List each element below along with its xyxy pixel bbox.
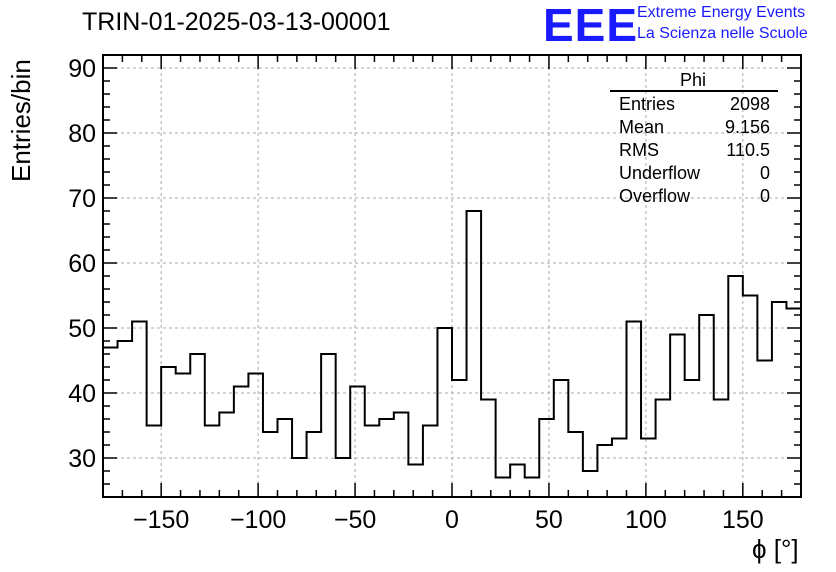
y-tick-label: 80 xyxy=(68,120,96,148)
x-tick-label: 50 xyxy=(535,506,563,534)
stat-label-mean: Mean xyxy=(619,117,665,137)
stat-value-underflow: 0 xyxy=(759,163,770,183)
y-tick-label: 40 xyxy=(68,380,96,408)
y-axis-label: Entries/bin xyxy=(6,59,36,182)
y-tick-label: 60 xyxy=(68,250,96,278)
stat-label-entries: Entries xyxy=(619,94,676,114)
chart-title: TRIN-01-2025-03-13-00001 xyxy=(82,8,391,36)
stat-label-rms: RMS xyxy=(619,140,659,160)
x-tick-label: 150 xyxy=(722,506,764,534)
logo-text-line-1: Extreme Energy Events xyxy=(637,4,806,21)
stats-title: Phi xyxy=(680,70,707,90)
stat-label-underflow: Underflow xyxy=(619,163,701,183)
stat-value-rms: 110.5 xyxy=(726,140,770,160)
stat-label-overflow: Overflow xyxy=(619,186,691,206)
y-tick-label: 30 xyxy=(68,445,96,473)
x-axis-label: ϕ [°] xyxy=(752,534,799,564)
y-tick-label: 50 xyxy=(68,315,96,343)
stat-value-mean: 9.156 xyxy=(724,117,770,137)
x-tick-label: −150 xyxy=(133,506,189,534)
y-tick-label: 70 xyxy=(68,185,96,213)
tick-labels: −150 −100 −50 0 50 100 150 30 40 50 60 70 80 90 xyxy=(68,55,764,534)
grid-lines xyxy=(103,55,801,497)
x-tick-label: 100 xyxy=(625,506,667,534)
x-tick-label: −50 xyxy=(334,506,376,534)
logo-text-line-2: La Scienza nelle Scuole xyxy=(637,25,808,42)
x-tick-label: −100 xyxy=(230,506,286,534)
eee-logo: EEE xyxy=(543,0,639,51)
x-tick-label: 0 xyxy=(445,506,459,534)
histogram-line xyxy=(103,210,802,479)
stat-value-entries: 2098 xyxy=(729,94,770,114)
stat-value-overflow: 0 xyxy=(759,186,770,206)
y-tick-label: 90 xyxy=(68,55,96,83)
